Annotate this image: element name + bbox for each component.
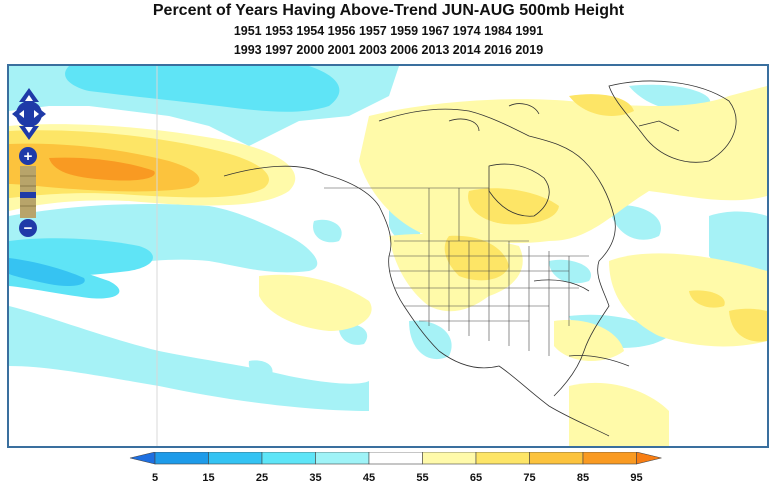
colorbar-tick-label: 95	[630, 472, 642, 484]
zoom-slider[interactable]	[20, 166, 36, 218]
colorbar-tick-label: 15	[202, 472, 214, 484]
map-canvas[interactable]	[9, 66, 767, 446]
pan-arrows-icon[interactable]	[12, 86, 46, 142]
state-borders	[324, 187, 589, 356]
colorbar-swatches	[129, 452, 662, 465]
colorbar-swatch	[154, 452, 209, 465]
colorbar-swatch	[529, 452, 584, 465]
colorbar-swatch	[261, 452, 316, 465]
map-view[interactable]: + −	[7, 64, 769, 448]
zoom-slider-handle[interactable]	[20, 192, 36, 198]
colorbar-over-arrow	[636, 452, 662, 465]
colorbar-swatch	[315, 452, 370, 465]
zoom-out-label: −	[24, 220, 33, 237]
years-line-1: 1951 1953 1954 1956 1957 1959 1967 1974 …	[233, 24, 544, 38]
anomaly-band-15-25	[9, 258, 85, 286]
colorbar-tick-label: 5	[152, 472, 158, 484]
colorbar-tick-label: 35	[309, 472, 321, 484]
colorbar-under-arrow	[129, 452, 156, 465]
colorbar-swatch	[208, 452, 263, 465]
zoom-out-button[interactable]: −	[17, 218, 39, 238]
colorbar-swatch	[475, 452, 530, 465]
colorbar-tick-label: 85	[577, 472, 589, 484]
colorbar-tick-label: 25	[256, 472, 268, 484]
colorbar-tick-label: 65	[470, 472, 482, 484]
years-line-2: 1993 1997 2000 2001 2003 2006 2013 2014 …	[233, 43, 544, 57]
colorbar-ticks: 5 15 25 35 45 55 65 75 85 95	[152, 472, 643, 484]
zoom-in-label: +	[24, 148, 33, 165]
zoom-in-button[interactable]: +	[17, 146, 39, 166]
colorbar-tick-label: 55	[416, 472, 428, 484]
colorbar-tick-label: 45	[363, 472, 375, 484]
colorbar-tick-label: 75	[523, 472, 535, 484]
map-title: Percent of Years Having Above-Trend JUN-…	[152, 2, 625, 19]
colorbar-swatch	[422, 452, 477, 465]
anomaly-band-85-95	[49, 157, 155, 181]
colorbar-swatch	[368, 452, 423, 465]
coastlines	[223, 80, 737, 437]
zoom-control: + −	[17, 146, 39, 238]
colorbar-legend: 5 15 25 35 45 55 65 75 85 95	[129, 452, 662, 484]
colorbar-swatch	[582, 452, 637, 465]
